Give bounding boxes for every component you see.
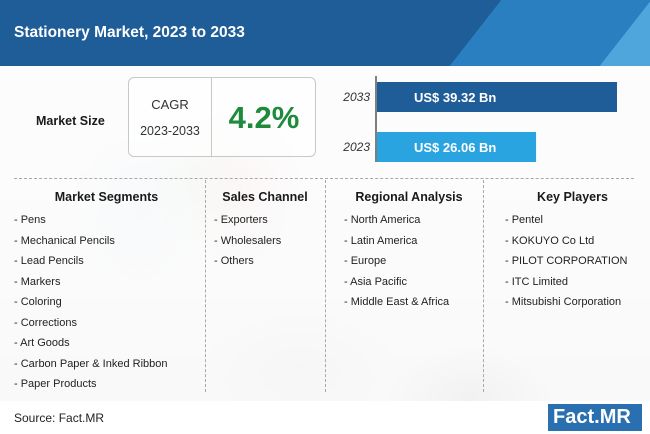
- column-heading: Regional Analysis: [355, 190, 463, 204]
- market-size-bar-chart: 2033 US$ 39.32 Bn 2023 US$ 26.06 Bn: [342, 76, 617, 162]
- column-divider: [325, 180, 326, 392]
- list-item: - Corrections: [14, 316, 77, 329]
- column-heading: Sales Channel: [222, 190, 308, 204]
- list-item: - Latin America: [344, 234, 418, 247]
- list-item: - Asia Pacific: [344, 275, 407, 288]
- chart-data-label: US$ 39.32 Bn: [414, 90, 496, 105]
- list-item: - Pens: [14, 214, 46, 226]
- column-heading: Key Players: [537, 190, 608, 204]
- chart-data-label: US$ 26.06 Bn: [414, 140, 496, 155]
- list-item: - Pentel: [505, 214, 543, 226]
- list-item: - Exporters: [214, 214, 268, 226]
- list-item: - Europe: [344, 255, 387, 267]
- header-banner: Stationery Market, 2023 to 2033: [0, 0, 650, 66]
- list-item: - Art Goods: [14, 337, 70, 349]
- list-item: - Coloring: [14, 296, 62, 308]
- list-item: - Wholesalers: [214, 234, 282, 247]
- list-item: - Others: [214, 255, 254, 267]
- chart-tick-label: 2023: [342, 140, 370, 154]
- cagr-label: CAGR: [151, 97, 189, 112]
- column-regional-analysis: Regional Analysis - North America - Lati…: [344, 190, 474, 313]
- list-item: - Carbon Paper & Inked Ribbon: [14, 357, 168, 370]
- chart-bar: [377, 82, 617, 112]
- list-item: - KOKUYO Co Ltd: [505, 234, 595, 247]
- cagr-box: CAGR 2023-2033 4.2%: [128, 77, 316, 157]
- cagr-divider: [211, 78, 212, 156]
- list-item: - PILOT CORPORATION: [505, 255, 628, 267]
- chart-tick-label: 2033: [342, 90, 370, 104]
- column-list: - Pentel - KOKUYO Co Ltd - PILOT CORPORA…: [505, 210, 640, 313]
- column-market-segments: Market Segments - Pens - Mechanical Penc…: [14, 190, 199, 395]
- column-list: - North America - Latin America - Europe…: [344, 210, 474, 313]
- column-list: - Pens - Mechanical Pencils - Lead Penci…: [14, 210, 199, 395]
- column-divider: [483, 180, 484, 392]
- source-text: Source: Fact.MR: [14, 411, 105, 425]
- chart-bar: [377, 132, 537, 162]
- logo-text-suffix: MR: [599, 406, 631, 428]
- column-sales-channel: Sales Channel - Exporters - Wholesalers …: [214, 190, 316, 272]
- logo-text: Fact.: [553, 406, 600, 428]
- cagr-value: 4.2%: [228, 100, 300, 135]
- column-list: - Exporters - Wholesalers - Others: [214, 210, 316, 272]
- factmr-logo: Fact.MR: [548, 404, 642, 431]
- footer: Source: Fact.MR Fact.MR: [0, 401, 650, 434]
- list-item: - Middle East & Africa: [344, 296, 450, 308]
- section-divider: [14, 178, 634, 179]
- list-item: - Mechanical Pencils: [14, 234, 115, 247]
- list-item: - North America: [344, 214, 421, 226]
- cagr-period: 2023-2033: [140, 124, 200, 138]
- list-item: - Mitsubishi Corporation: [505, 296, 622, 308]
- page-title: Stationery Market, 2023 to 2033: [14, 24, 245, 41]
- list-item: - Markers: [14, 275, 61, 288]
- list-item: - ITC Limited: [505, 275, 568, 288]
- column-heading: Market Segments: [54, 190, 159, 204]
- column-key-players: Key Players - Pentel - KOKUYO Co Ltd - P…: [505, 190, 640, 313]
- market-size-label: Market Size: [36, 114, 105, 128]
- column-divider: [205, 180, 206, 392]
- list-item: - Lead Pencils: [14, 255, 84, 267]
- list-item: - Paper Products: [14, 378, 97, 390]
